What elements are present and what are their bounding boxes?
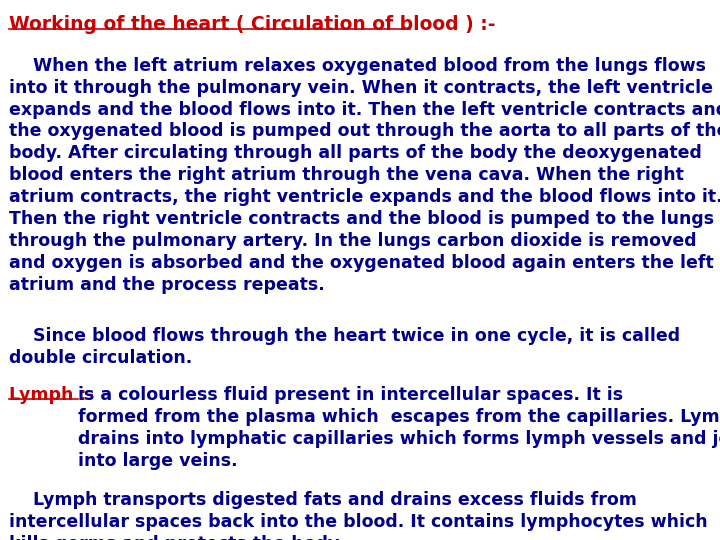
Text: Lymph :-: Lymph :- [9, 386, 99, 404]
Text: When the left atrium relaxes oxygenated blood from the lungs flows
into it throu: When the left atrium relaxes oxygenated … [9, 57, 720, 294]
Text: Lymph transports digested fats and drains excess fluids from
intercellular space: Lymph transports digested fats and drain… [9, 491, 707, 540]
Text: Since blood flows through the heart twice in one cycle, it is called
double circ: Since blood flows through the heart twic… [9, 327, 680, 367]
Text: Working of the heart ( Circulation of blood ) :-: Working of the heart ( Circulation of bl… [9, 15, 495, 34]
Text: is a colourless fluid present in intercellular spaces. It is
formed from the pla: is a colourless fluid present in interce… [78, 386, 720, 470]
